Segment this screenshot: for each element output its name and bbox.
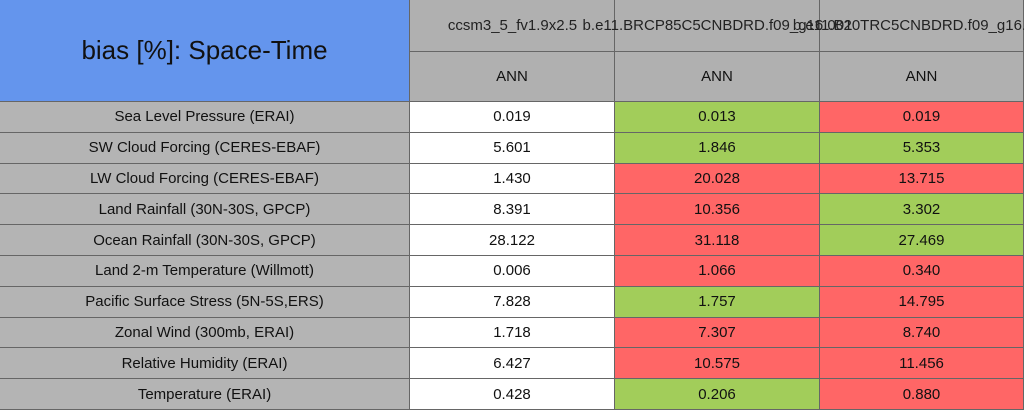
value-cell: 1.066 bbox=[615, 256, 820, 287]
value-cell: 10.356 bbox=[615, 194, 820, 226]
value-cell: 0.428 bbox=[410, 379, 615, 410]
value-cell: 1.846 bbox=[615, 132, 820, 164]
value-cell: 1.718 bbox=[410, 317, 615, 349]
table-title: bias [%]: Space-Time bbox=[0, 0, 410, 102]
value-cell: 8.391 bbox=[410, 194, 615, 226]
value-cell: 3.302 bbox=[820, 194, 1024, 226]
value-cell: 1.430 bbox=[410, 163, 615, 195]
period-cell: ANN bbox=[820, 52, 1024, 102]
value-cell: 6.427 bbox=[410, 348, 615, 380]
value-cell: 10.575 bbox=[615, 348, 820, 380]
value-cell: 28.122 bbox=[410, 225, 615, 256]
case-name: b.e11.BRCP85C5CNBDRD.f09_g16.001 bbox=[582, 17, 853, 34]
value-cell: 0.019 bbox=[820, 102, 1024, 133]
row-label: Land Rainfall (30N-30S, GPCP) bbox=[0, 194, 410, 226]
value-cell: 0.340 bbox=[820, 256, 1024, 287]
row-label: Temperature (ERAI) bbox=[0, 379, 410, 410]
value-cell: 31.118 bbox=[615, 225, 820, 256]
row-label: Pacific Surface Stress (5N-5S,ERS) bbox=[0, 286, 410, 318]
row-label: Zonal Wind (300mb, ERAI) bbox=[0, 317, 410, 349]
header-cell bbox=[410, 0, 615, 52]
value-cell: 5.601 bbox=[410, 132, 615, 164]
header-cell bbox=[615, 0, 820, 52]
row-label: Land 2-m Temperature (Willmott) bbox=[0, 256, 410, 287]
value-cell: 13.715 bbox=[820, 163, 1024, 195]
value-cell: 14.795 bbox=[820, 286, 1024, 318]
value-cell: 1.757 bbox=[615, 286, 820, 318]
row-label: Ocean Rainfall (30N-30S, GPCP) bbox=[0, 225, 410, 256]
case-name: ccsm3_5_fv1.9x2.5 bbox=[447, 17, 578, 34]
value-cell: 27.469 bbox=[820, 225, 1024, 256]
value-cell: 0.019 bbox=[410, 102, 615, 133]
value-cell: 0.880 bbox=[820, 379, 1024, 410]
row-label: LW Cloud Forcing (CERES-EBAF) bbox=[0, 163, 410, 195]
period-cell: ANN bbox=[410, 52, 615, 102]
value-cell: 0.006 bbox=[410, 256, 615, 287]
period-cell: ANN bbox=[615, 52, 820, 102]
value-cell: 11.456 bbox=[820, 348, 1024, 380]
case-name: b.e11.B20TRC5CNBDRD.f09_g16.001 bbox=[792, 17, 1024, 34]
value-cell: 0.206 bbox=[615, 379, 820, 410]
header-cell bbox=[820, 0, 1024, 52]
row-label: Sea Level Pressure (ERAI) bbox=[0, 102, 410, 133]
row-label: SW Cloud Forcing (CERES-EBAF) bbox=[0, 132, 410, 164]
value-cell: 0.013 bbox=[615, 102, 820, 133]
row-label: Relative Humidity (ERAI) bbox=[0, 348, 410, 380]
value-cell: 20.028 bbox=[615, 163, 820, 195]
value-cell: 8.740 bbox=[820, 317, 1024, 349]
value-cell: 7.307 bbox=[615, 317, 820, 349]
value-cell: 5.353 bbox=[820, 132, 1024, 164]
value-cell: 7.828 bbox=[410, 286, 615, 318]
